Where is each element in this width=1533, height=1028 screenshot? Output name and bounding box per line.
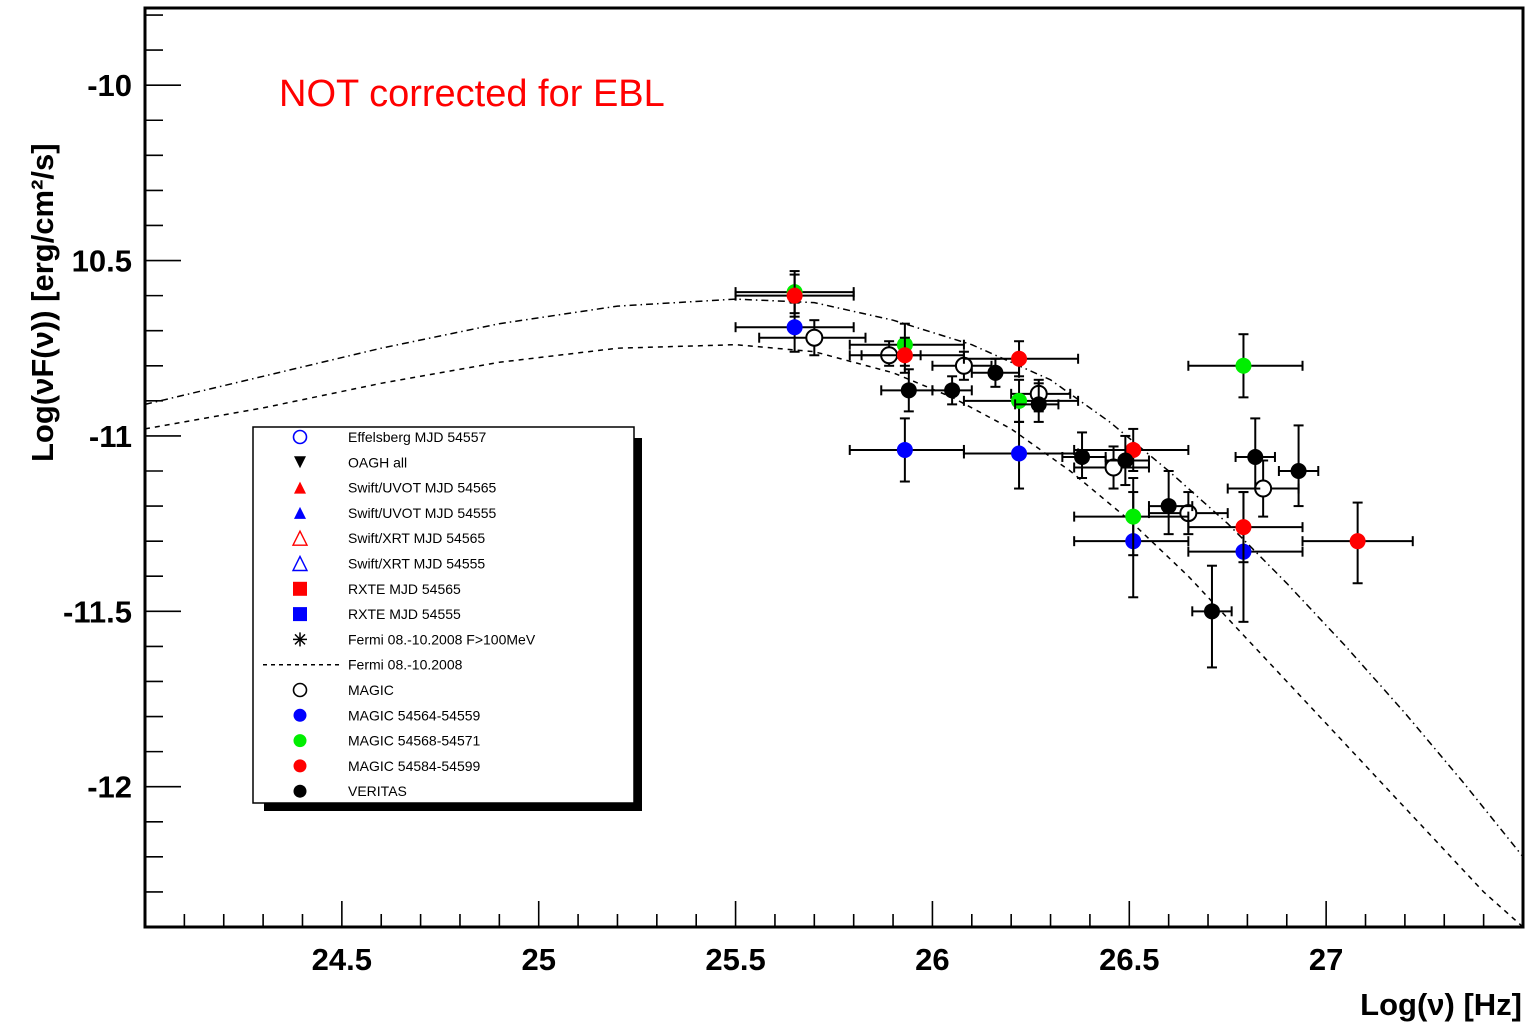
point-veritas [944,382,961,399]
legend-marker-swift-xrt-mjd-54555 [291,554,309,572]
legend-marker-swift-xrt-mjd-54565 [291,529,309,546]
point-magic-54584-54599 [1011,350,1028,367]
y-axis-title: Log(νF(ν)) [erg/cm²/s] [25,143,60,462]
y-tick-label: 10.5 [72,244,132,279]
legend-label-magic: MAGIC [348,682,394,698]
point-magic [805,328,824,347]
legend-marker-veritas [293,784,307,798]
x-tick-label: 27 [1309,942,1343,977]
point-magic-54564-54559 [896,441,913,458]
legend-marker-swift-uvot-mjd-54555 [294,506,306,519]
point-magic-54584-54599 [1235,519,1252,536]
y-axis-label: Log(νF(ν)) [erg/cm²/s] [25,143,60,462]
legend-label-oagh-all: OAGH all [348,454,407,470]
y-tick-label: -11.5 [63,594,132,629]
x-tick-label: 24.5 [312,942,372,977]
legend-label-rxte-mjd-54565: RXTE MJD 54565 [348,581,461,597]
legend-label-swift-xrt-mjd-54555: Swift/XRT MJD 54555 [348,556,485,572]
legend-label-swift-xrt-mjd-54565: Swift/XRT MJD 54565 [348,530,485,546]
legend-marker-swift-uvot-mjd-54565 [294,481,306,494]
model-curves [144,298,1524,928]
legend-label-magic-54564-54559: MAGIC 54564-54559 [348,707,481,723]
y-tick-label: -12 [87,770,132,805]
data-points [734,270,1414,669]
legend-label-veritas: VERITAS [348,783,407,799]
y-tick-label: -11 [89,419,132,454]
x-tick-label: 26 [915,942,949,977]
star-stroke [294,633,306,645]
legend-label-rxte-mjd-54555: RXTE MJD 54555 [348,606,461,622]
point-veritas [900,382,917,399]
point-magic-54584-54599 [786,287,803,304]
legend-label-magic-54584-54599: MAGIC 54584-54599 [348,758,481,774]
legend-label-swift-uvot-mjd-54555: Swift/UVOT MJD 54555 [348,505,497,521]
model-curve-dash-dot [144,298,1524,858]
legend-label-fermi-08-10-2008: Fermi 08.-10.2008 [348,657,463,673]
point-veritas [1030,396,1047,413]
point-veritas [1290,463,1307,480]
point-veritas [987,364,1004,381]
x-tick-label: 25 [521,942,555,977]
point-veritas [1160,498,1177,515]
legend-marker-magic [292,682,308,698]
point-magic-54564-54559 [786,319,803,336]
point-veritas [1074,448,1091,465]
legend-marker-oagh-all [294,456,306,469]
point-magic-54568-54571 [1235,357,1252,374]
legend-marker-magic-54568-54571 [293,734,307,748]
point-veritas [1203,603,1220,620]
legend-label-effelsberg-mjd-54557: Effelsberg MJD 54557 [348,429,486,445]
axes: 24.5 25 25.5 26 26.5 27 -10 10.5 -11 -11.5 -12 [63,14,1485,977]
y-tick-label: -10 [87,68,132,103]
legend-marker-rxte-mjd-54565 [293,581,307,596]
legend-box [252,426,635,804]
legend-marker-magic-54584-54599 [293,759,307,773]
legend-marker-fermi-08-10-2008-f-100mev [293,632,307,647]
legend-label-fermi-08-10-2008-f-100mev: Fermi 08.-10.2008 F>100MeV [348,631,536,647]
legend-marker-effelsberg-mjd-54557 [292,429,308,445]
point-veritas [1117,452,1134,469]
model-curve-dashed [144,343,1524,928]
legend-marker-rxte-mjd-54555 [293,607,307,622]
point-magic-54584-54599 [896,347,913,364]
x-tick-label: 26.5 [1099,942,1159,977]
x-axis-label: Log(ν) [Hz] [1360,987,1522,1022]
point-magic-54568-54571 [1125,508,1142,525]
point-magic-54568-54571 [1011,392,1028,409]
legend-marker-magic-54564-54559 [293,708,307,722]
legend-label-swift-uvot-mjd-54565: Swift/UVOT MJD 54565 [348,480,497,496]
point-magic-54564-54559 [1011,445,1028,462]
legend-items: Effelsberg MJD 54557 OAGH all Swift/UVOT M… [263,429,536,799]
point-veritas [1247,448,1264,465]
legend-label-magic-54568-54571: MAGIC 54568-54571 [348,733,481,749]
point-magic-54584-54599 [1349,533,1366,550]
x-tick-label: 25.5 [705,942,765,977]
legend: Effelsberg MJD 54557 OAGH all Swift/UVOT M… [252,426,642,811]
ebl-annotation: NOT corrected for EBL [279,73,665,115]
